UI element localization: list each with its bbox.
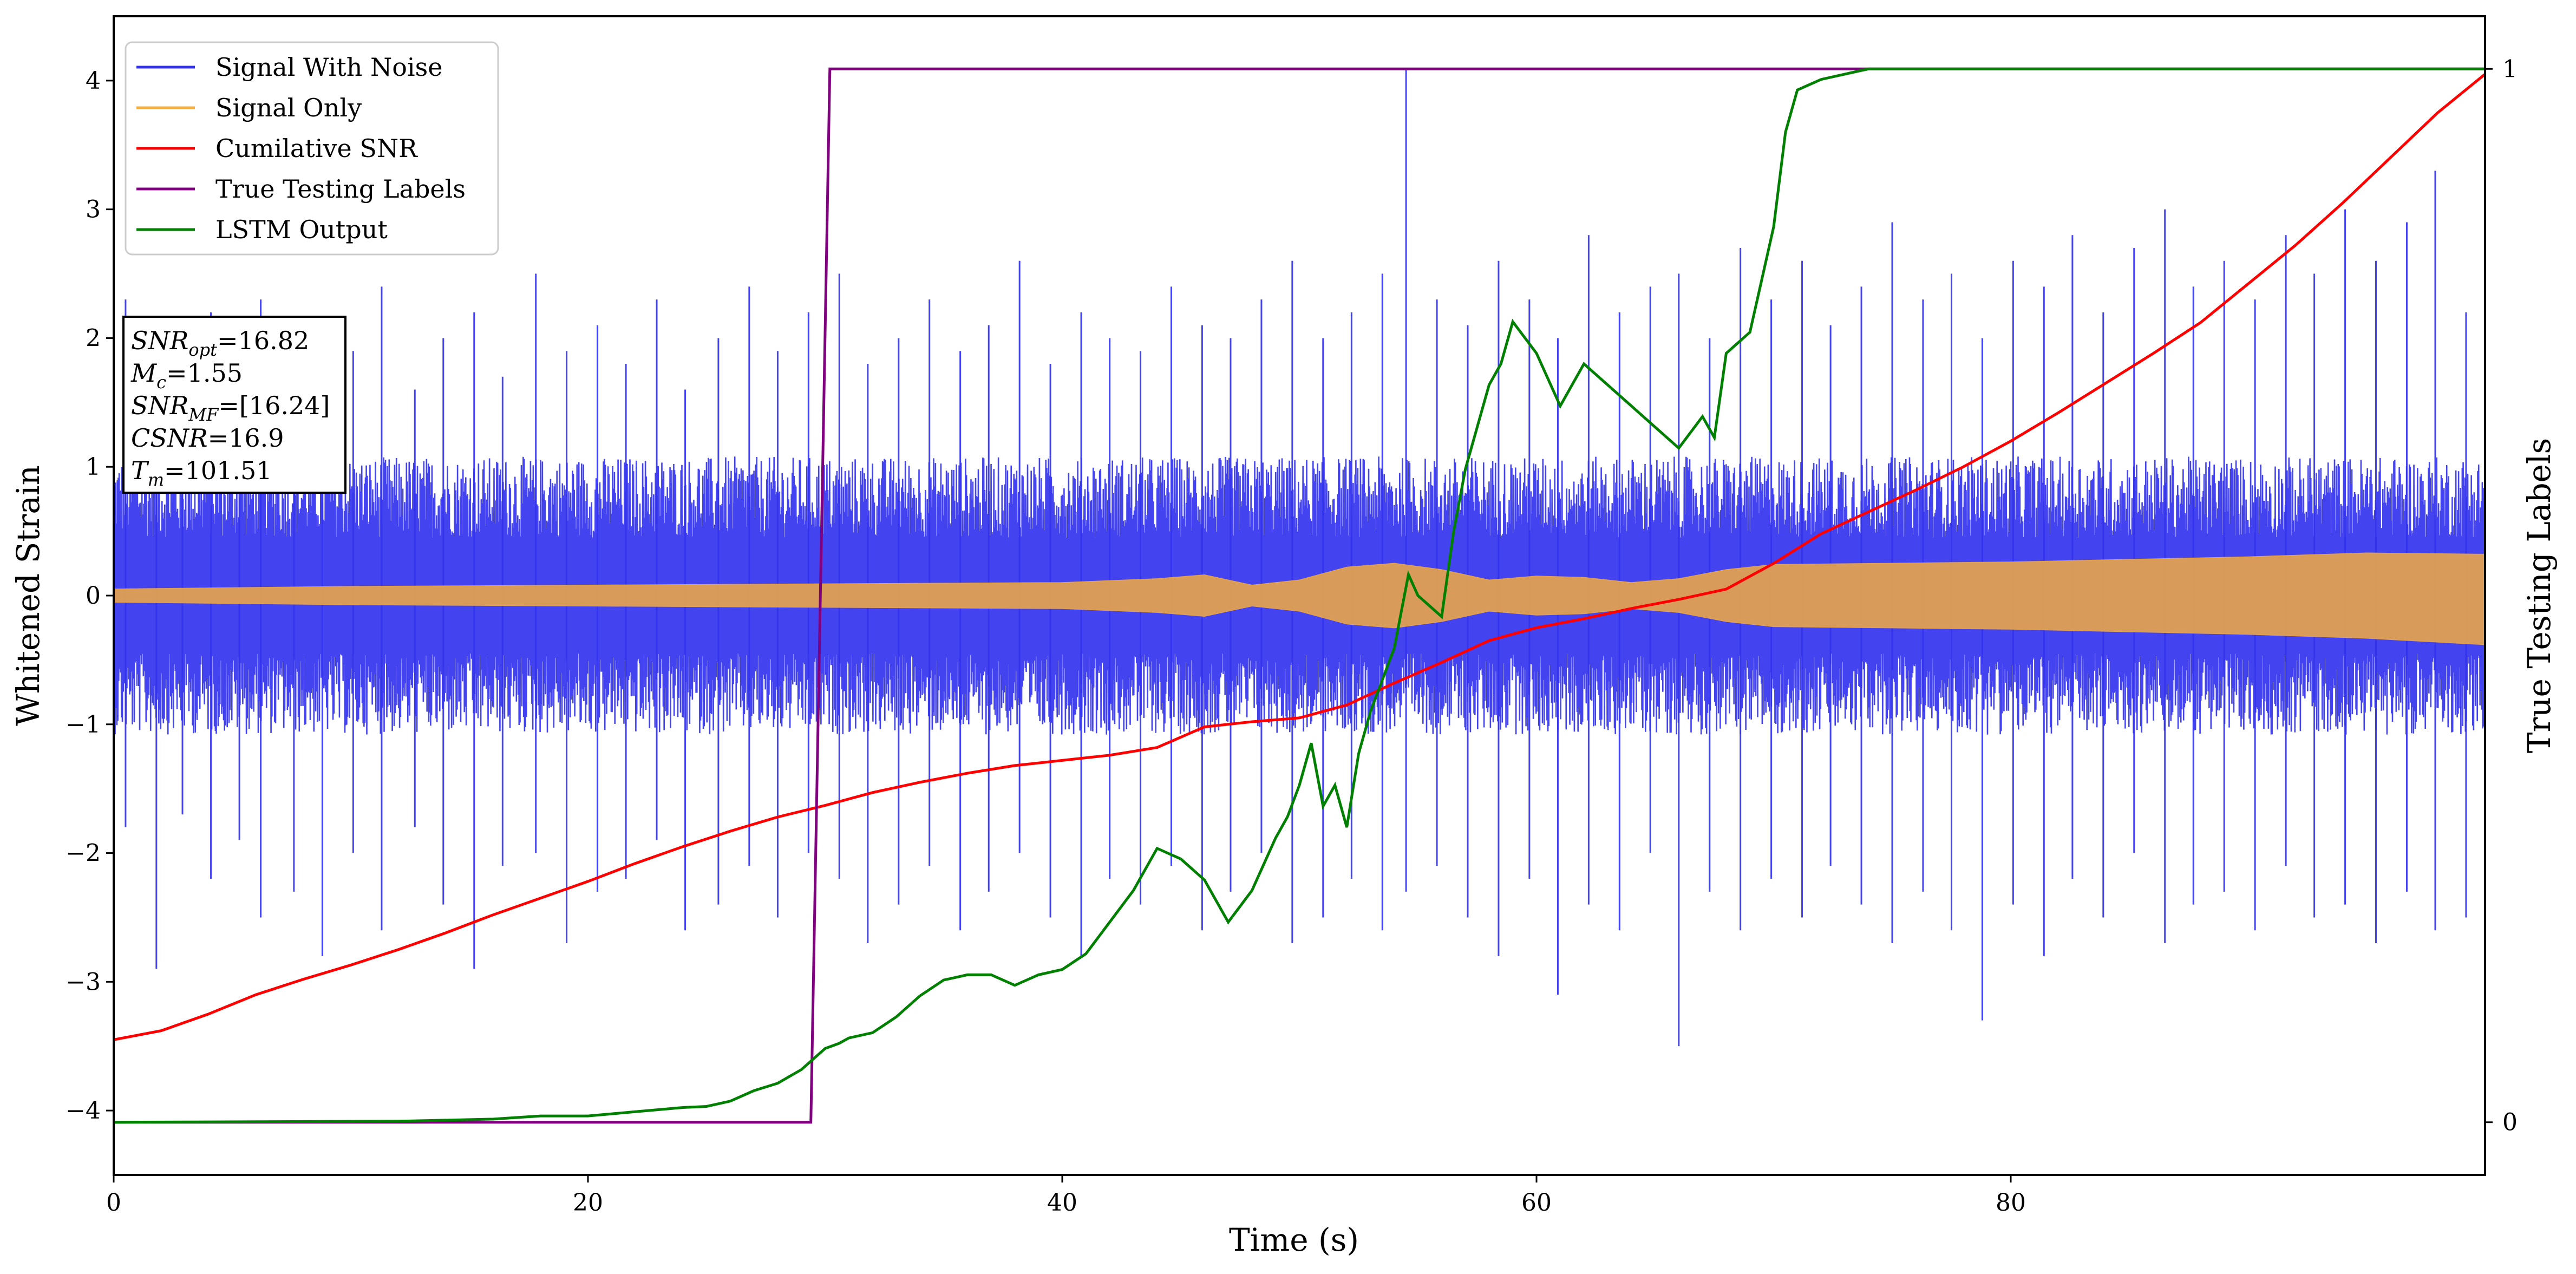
legend-label: LSTM Output bbox=[215, 215, 388, 244]
x-axis-ticks: 0 20 40 60 80 bbox=[106, 1175, 2026, 1217]
y-axis-label: Whitened Strain bbox=[10, 465, 47, 726]
x-tick-label: 0 bbox=[106, 1189, 121, 1217]
y-tick-label: 1 bbox=[86, 453, 101, 481]
y-tick-label: 0 bbox=[86, 582, 101, 610]
y-tick-label: −1 bbox=[66, 711, 101, 739]
y-tick-label: −3 bbox=[66, 968, 101, 996]
x-tick-label: 80 bbox=[1996, 1189, 2026, 1217]
info-line: SNRMF=[16.24] bbox=[131, 391, 330, 425]
y-axis-right-ticks: 01 bbox=[2485, 55, 2518, 1136]
y-tick-label: −4 bbox=[66, 1097, 101, 1125]
series-signal-only bbox=[114, 552, 2485, 645]
legend-label: True Testing Labels bbox=[215, 174, 466, 204]
legend-label: Signal Only bbox=[215, 93, 362, 122]
x-tick-label: 60 bbox=[1521, 1189, 1552, 1217]
legend: Signal With Noise Signal Only Cumilative S… bbox=[125, 41, 499, 256]
series-layer bbox=[114, 67, 2485, 1124]
series-true-testing-labels bbox=[114, 67, 2485, 1124]
info-line: SNRopt=16.82 bbox=[131, 326, 309, 360]
series-cumilative-snr bbox=[114, 73, 2485, 1041]
y-axis-ticks: −4 −3 −2 −1 0 1 2 3 4 bbox=[66, 67, 114, 1125]
x-tick-label: 40 bbox=[1047, 1189, 1077, 1217]
y-tick-label: 2 bbox=[86, 324, 101, 352]
info-box-frame bbox=[122, 316, 346, 494]
x-axis-label: Time (s) bbox=[1229, 1221, 1359, 1258]
y-right-tick-label: 0 bbox=[2502, 1109, 2518, 1136]
x-tick-label: 20 bbox=[573, 1189, 603, 1217]
legend-frame bbox=[125, 41, 499, 256]
series-lstm-output bbox=[114, 67, 2485, 1124]
legend-label: Cumilative SNR bbox=[215, 134, 418, 163]
info-line: Tm=101.51 bbox=[131, 456, 272, 490]
y-axis-right-label: True Testing Labels bbox=[2521, 438, 2558, 753]
y-tick-label: 4 bbox=[86, 67, 101, 95]
info-box: SNRopt=16.82Mc=1.55SNRMF=[16.24]CSNR=16.… bbox=[122, 316, 346, 494]
y-right-tick-label: 1 bbox=[2502, 55, 2518, 83]
y-tick-label: 3 bbox=[86, 196, 101, 224]
info-line: CSNR=16.9 bbox=[131, 423, 284, 453]
info-line: Mc=1.55 bbox=[130, 358, 243, 393]
y-tick-label: −2 bbox=[66, 840, 101, 867]
legend-label: Signal With Noise bbox=[215, 53, 442, 82]
